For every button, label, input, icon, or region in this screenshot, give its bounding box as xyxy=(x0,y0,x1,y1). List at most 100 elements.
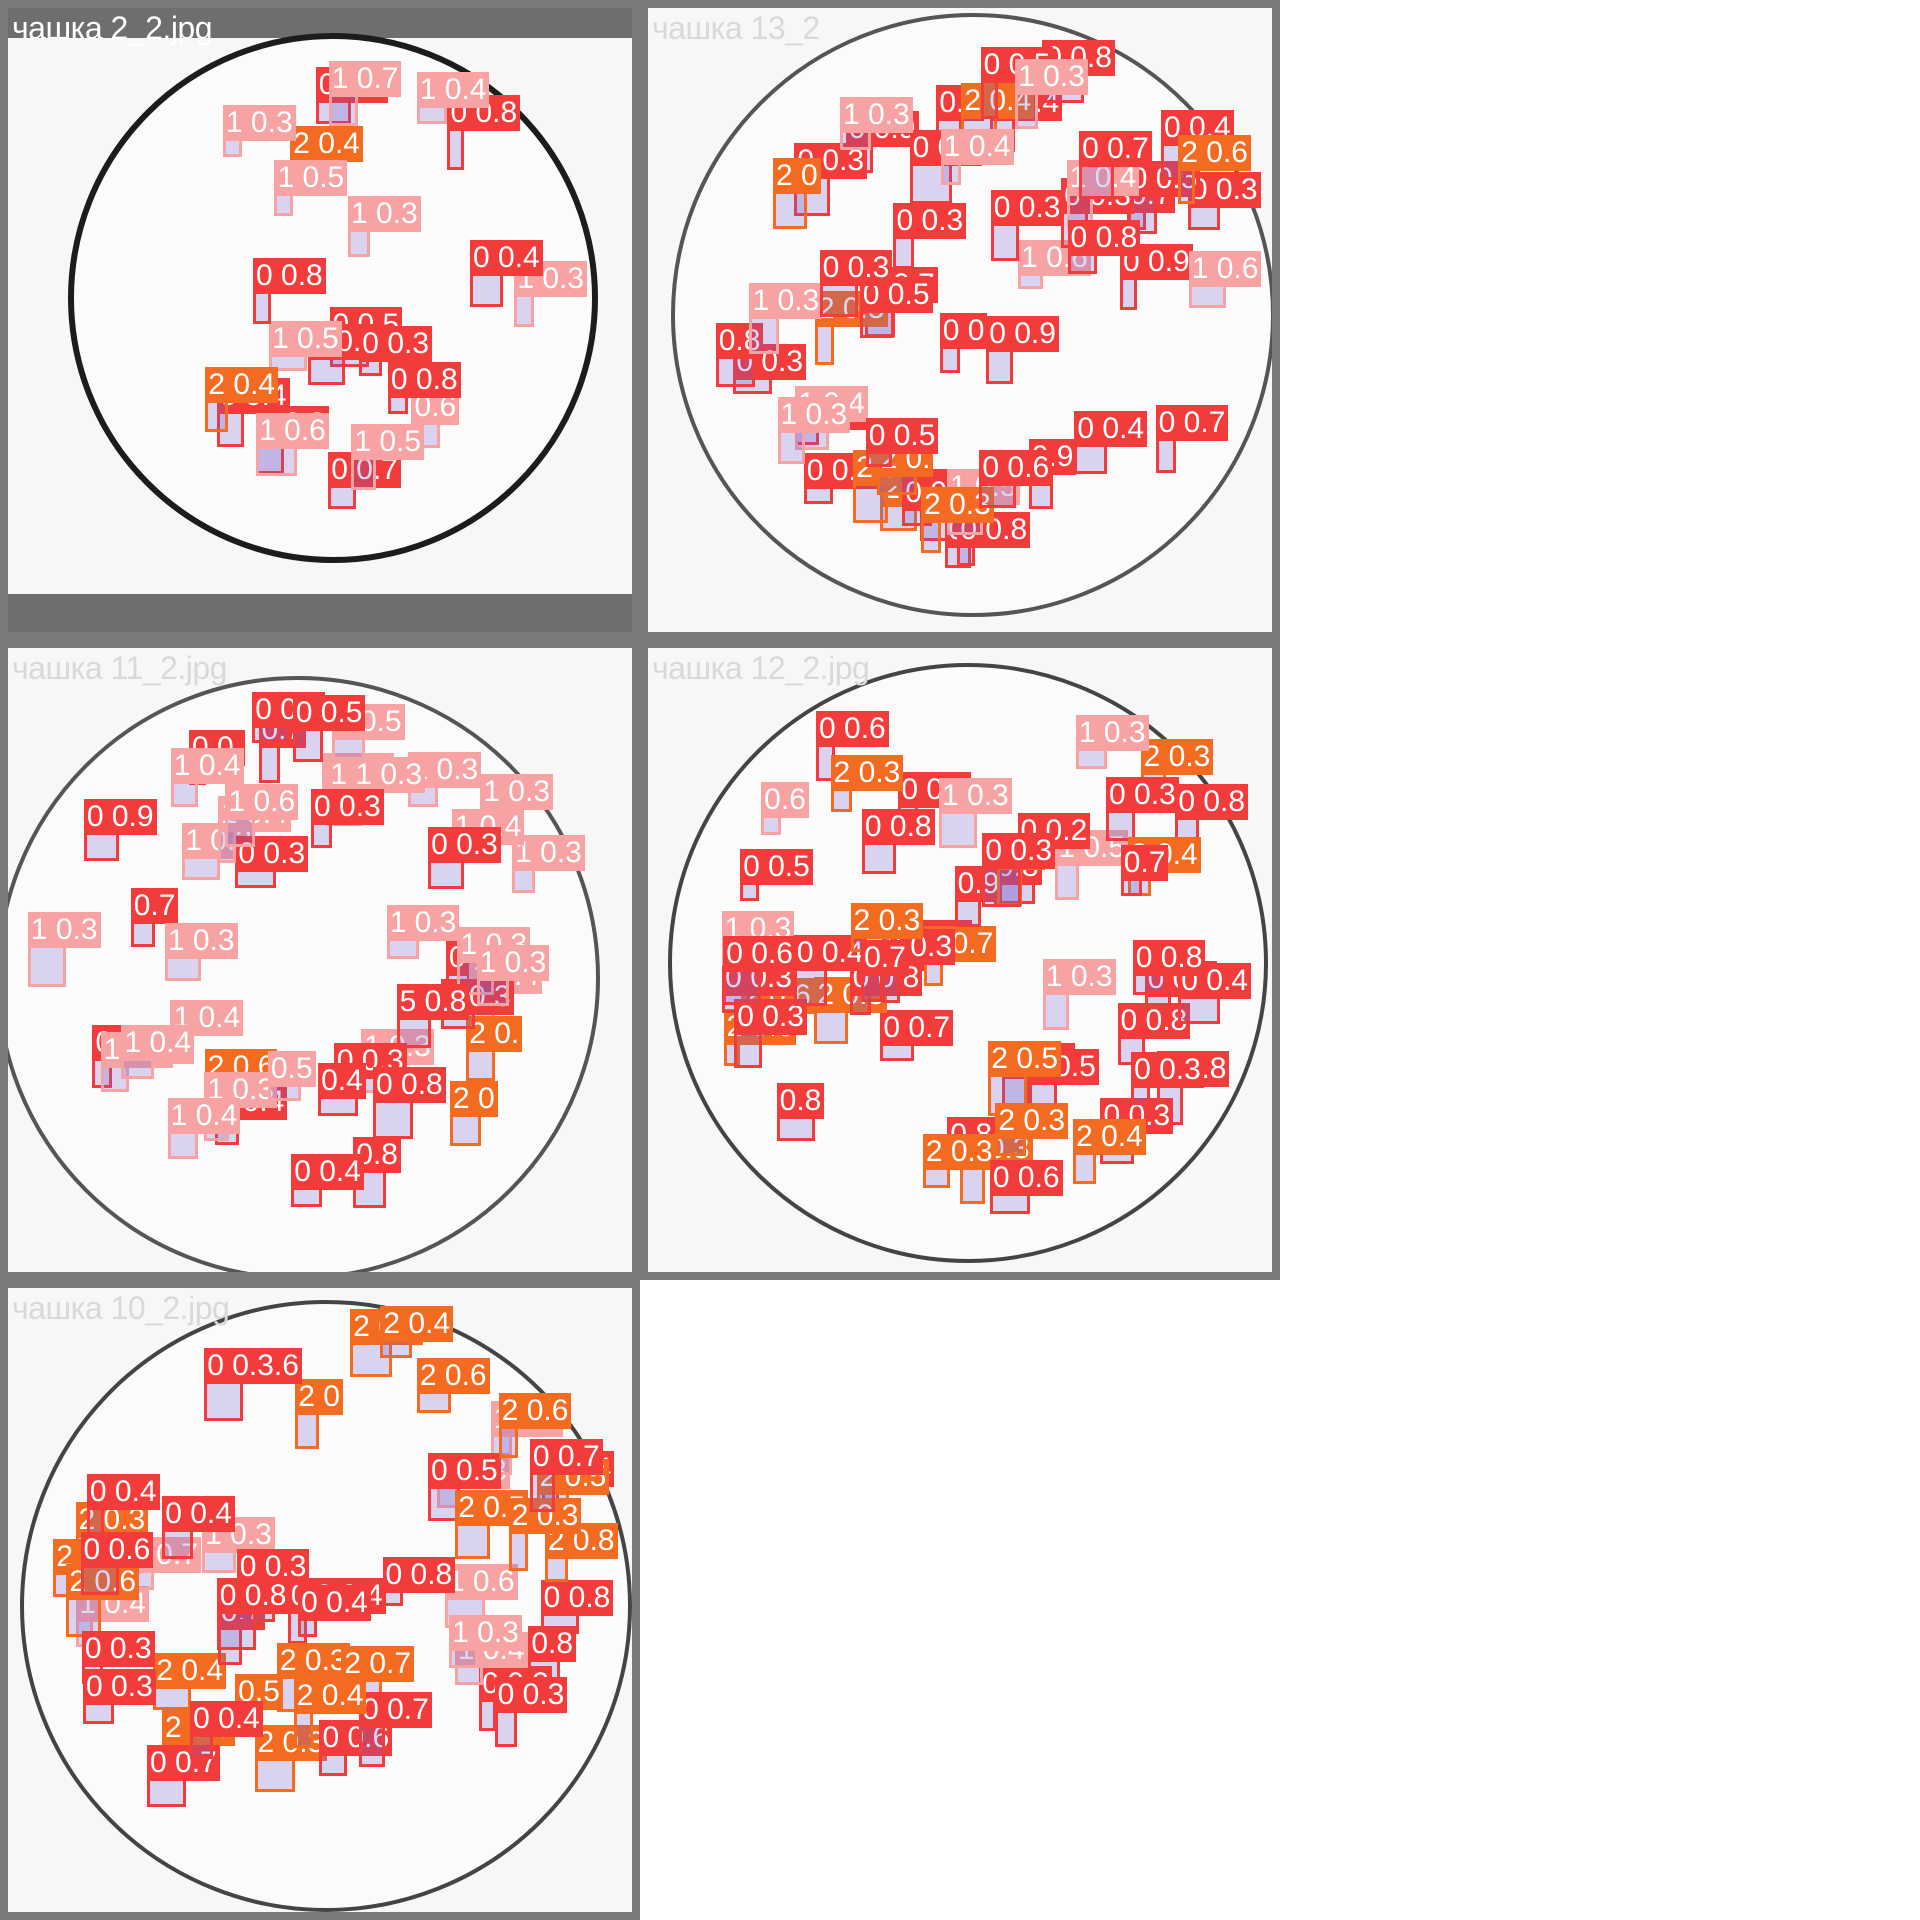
colony-detection-box: 0 0.4 xyxy=(793,935,867,1007)
detection-label: 1 0.4 xyxy=(170,748,244,785)
colony-detection-box: 1 0.5 xyxy=(1055,829,1129,900)
detection-label: 1 0.3 xyxy=(347,195,421,232)
colony-detection-box: 0 0.9 xyxy=(1120,243,1193,310)
detection-label: 2 0.7 xyxy=(341,1645,415,1682)
colony-detection-box: 0 0.9 xyxy=(83,798,157,861)
colony-detection-box: 0 0.4 xyxy=(86,1473,160,1546)
detection-label: 1 0.3 xyxy=(449,1615,522,1651)
detection-label: 0 0.7 xyxy=(880,1010,954,1047)
colony-detection-box: 0 0.7 xyxy=(147,1744,220,1807)
detection-label: 0 0.7 xyxy=(359,1692,432,1728)
detection-label: 0 0.3 xyxy=(819,250,893,287)
colony-detection-box: 2 0 xyxy=(295,1379,343,1450)
colony-detection-box: 2 0.7 xyxy=(341,1645,415,1705)
colony-detection-box: 0 0.5 xyxy=(980,46,1054,119)
colony-detection-box: 2 0.4 xyxy=(1073,1119,1146,1185)
colony-detection-box: 1 0.6 xyxy=(225,784,299,848)
colony-detection-box: 1 0.3 xyxy=(449,1615,522,1668)
detection-label: 0 0.8 xyxy=(216,1577,290,1614)
empty-canvas-area xyxy=(640,1280,1920,1920)
colony-detection-box: 0 0.8 xyxy=(1132,940,1206,996)
detection-label: 0 0.4 xyxy=(1074,410,1148,447)
colony-detection-box: 0 0.7 xyxy=(529,1439,603,1513)
detection-label: 1 0.6 xyxy=(1018,240,1091,277)
detection-label: 1 0.7 xyxy=(328,60,402,97)
detection-label: 1 0.3 xyxy=(939,777,1012,814)
colony-detection-box: 2 0.5 xyxy=(455,1490,528,1560)
detection-label: 2 0 xyxy=(449,1081,498,1117)
colony-detection-box: 0 0.5 xyxy=(1127,161,1201,235)
detection-label: 0 0.3 xyxy=(359,325,433,362)
detection-label: 2 0.3 xyxy=(508,1498,582,1535)
detection-label: 0 0.3 xyxy=(893,203,967,240)
colony-detection-box: 0 0.8 xyxy=(1175,783,1249,845)
colony-detection-box: 2 0 xyxy=(773,158,821,230)
detection-label: 1 0.6 xyxy=(225,784,299,821)
detection-label: 0 0.6 xyxy=(816,711,889,748)
colony-detection-box: 1 0.3 xyxy=(839,97,913,151)
detection-label: 0 0.4 xyxy=(190,1701,263,1738)
detection-label: 2 0.4 xyxy=(290,126,363,163)
colony-detection-box: 1 0.3 xyxy=(512,835,585,894)
colony-detection-box: 0 0.3 xyxy=(734,998,807,1068)
colony-detection-box: 1 0.3 xyxy=(27,911,101,987)
colony-detection-box: 1 0.3 xyxy=(182,822,255,880)
colony-detection-box: 2 0.4 xyxy=(293,1678,367,1748)
colony-detection-box: 0 0.8 xyxy=(216,1577,290,1650)
detection-label: 0 0.9 xyxy=(83,798,157,835)
detection-label: 0.6 xyxy=(761,781,809,818)
detection-label: 2 0.4 xyxy=(153,1652,227,1689)
detection-label: 1 0.6 xyxy=(1188,251,1262,288)
colony-detection-box: 0 0.5 xyxy=(292,695,366,763)
colony-detection-box: 1 0.3 xyxy=(514,261,588,328)
detection-label: 1 0.3 xyxy=(512,835,585,872)
colony-detection-box: 0.7 xyxy=(258,712,307,784)
colony-detection-box: 0 0.8 xyxy=(252,257,326,324)
colony-detection-box: 1 0.5 xyxy=(274,159,348,216)
detection-label: 1 0.3 xyxy=(480,773,554,810)
image-filename: чашка 2_2.jpg xyxy=(12,10,213,46)
colony-detection-box: 0.4 xyxy=(318,1063,366,1117)
detection-label: 1 0.3 xyxy=(476,945,550,982)
colony-detection-box: 2 0.3 xyxy=(830,754,904,812)
detection-label: 1 0.3 xyxy=(164,923,238,960)
detection-label: 0 0.8 xyxy=(1067,220,1141,257)
colony-detection-box: 0 0.5 xyxy=(740,848,813,901)
colony-detection-box: 0 0.8 xyxy=(957,512,1031,567)
colony-detection-box: 0 0.3 xyxy=(235,836,309,889)
colony-detection-box: 1 0.4 xyxy=(167,1098,241,1160)
colony-detection-box: 1 1 0.3 xyxy=(327,756,426,826)
colony-detection-box: 1 0.4 xyxy=(940,129,1014,186)
detection-label: 0 0.8 xyxy=(540,1579,614,1616)
detection-label: 2 0.3 xyxy=(850,902,924,939)
detection-label: 1 0.4 xyxy=(940,129,1014,166)
detection-label: 0 0.5 xyxy=(292,695,366,732)
colony-detection-box: 0 0.8 xyxy=(1067,220,1141,275)
detection-label: 0 0.6 xyxy=(80,1531,154,1568)
colony-detection-box: 0 0.6 xyxy=(80,1531,154,1595)
colony-detection-box: 2 0.5 xyxy=(814,291,888,366)
detection-label: 0 0.3 xyxy=(311,788,384,825)
detection-label: 0 0.5 xyxy=(428,1452,501,1489)
detection-label: 0.7 xyxy=(1120,844,1169,881)
detection-label: 1 0.3 xyxy=(777,396,851,433)
detection-label: 2 0.3 xyxy=(254,1725,328,1762)
detection-label: 0 0.8 xyxy=(372,1066,446,1103)
colony-detection-box: 0 0.6 xyxy=(319,1719,393,1776)
detection-label: 1 0.3 xyxy=(839,97,913,134)
detection-label: 0 0.3 xyxy=(235,836,309,873)
colony-detection-box: 0 0.7 xyxy=(359,1692,432,1767)
colony-detection-box: 1 0.6 xyxy=(1188,251,1262,309)
colony-detection-box: 2 0.4 xyxy=(380,1306,454,1359)
colony-detection-box: 2 0.3 xyxy=(254,1725,328,1793)
colony-detection-box: 5 0.8 xyxy=(396,984,470,1049)
colony-detection-box: 2 0.3 xyxy=(508,1498,582,1572)
colony-detection-box: 2 0.3 xyxy=(922,1134,996,1189)
colony-detection-box: 0 0.5 xyxy=(865,417,939,467)
colony-detection-box: 0 0.4 xyxy=(291,1153,364,1207)
colony-detection-box: 1 0.3 xyxy=(347,195,421,257)
